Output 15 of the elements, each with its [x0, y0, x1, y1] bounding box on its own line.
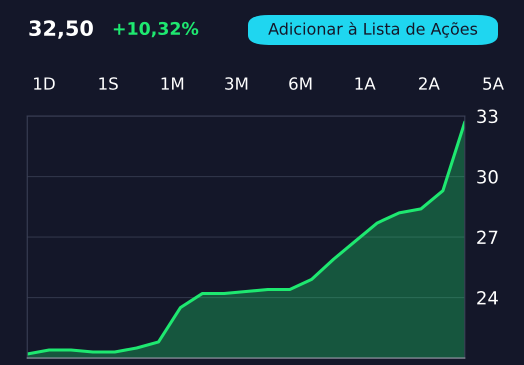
y-tick-label: 24 — [477, 291, 498, 304]
text: 1M — [162, 77, 184, 90]
text: 5A — [483, 77, 504, 90]
y-tick-label: 30 — [477, 170, 498, 184]
y-tick-label: 27 — [477, 230, 498, 244]
text: 1A — [356, 77, 376, 90]
text: 6M — [289, 77, 312, 90]
text: +10,32% — [114, 22, 198, 38]
text: 2A — [419, 77, 440, 90]
text: Adicionar à Lista de Ações — [268, 22, 478, 38]
text: 1D — [34, 77, 55, 90]
text: 32,50 — [29, 20, 93, 39]
text: 3M — [225, 77, 248, 90]
text: 1S — [99, 77, 118, 90]
y-tick-label: 33 — [477, 110, 498, 124]
